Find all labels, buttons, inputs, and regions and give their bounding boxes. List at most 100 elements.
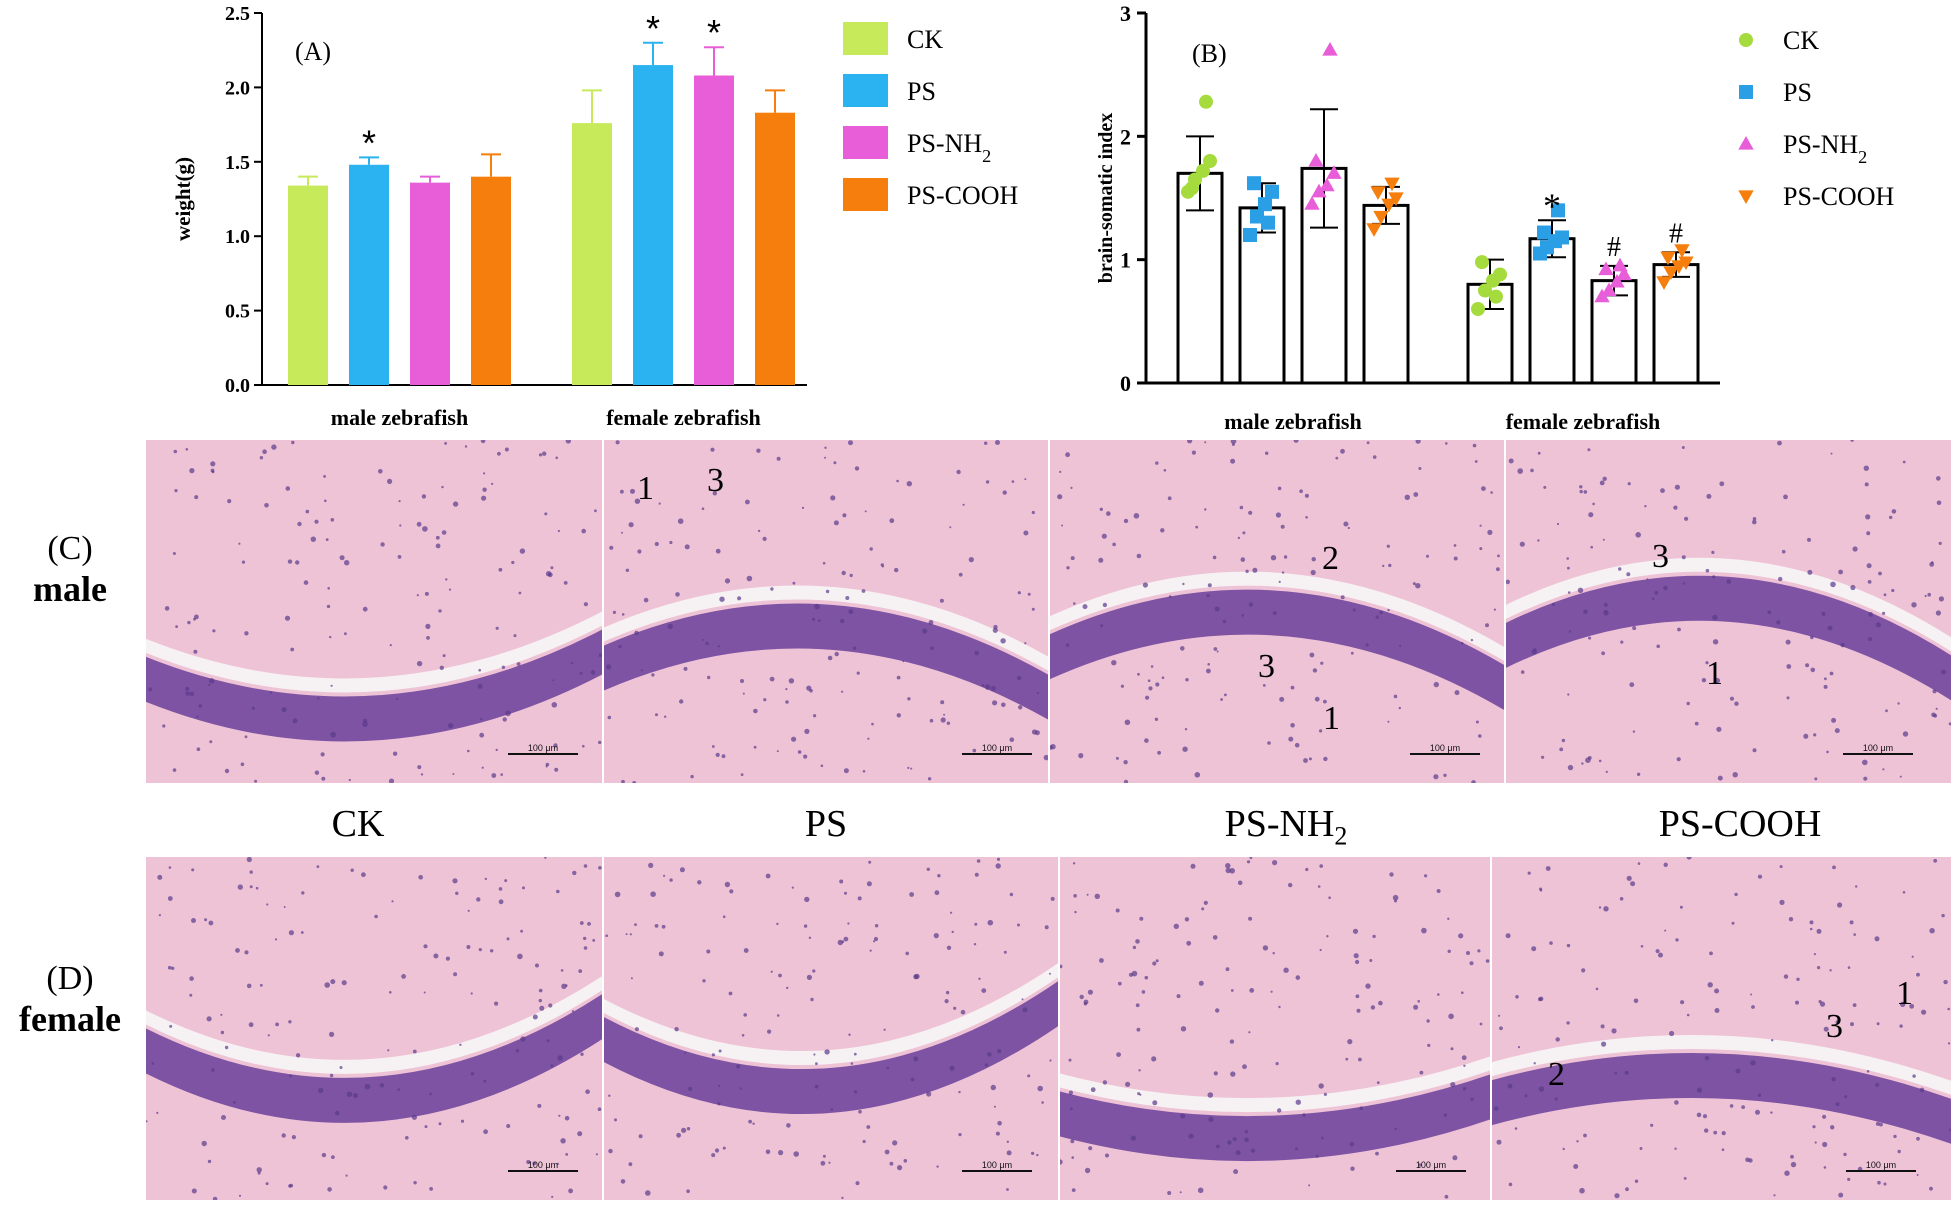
cell-nucleus [973,943,977,946]
cell-nucleus [379,1083,385,1088]
cell-nucleus [1750,1060,1756,1066]
cell-nucleus [1712,639,1719,645]
cell-nucleus [889,518,895,524]
cell-nucleus [1826,750,1829,754]
cell-nucleus [1786,664,1792,669]
cell-nucleus [535,963,539,968]
cell-nucleus [874,924,879,928]
cell-nucleus [1022,1007,1028,1013]
cell-nucleus [317,697,320,700]
cell-nucleus [1184,917,1190,922]
cell-nucleus [1882,611,1886,615]
cell-nucleus [997,1120,1002,1126]
cell-nucleus [1101,533,1107,539]
cell-nucleus [634,1027,639,1032]
cell-nucleus [1734,701,1739,706]
histology-image [1050,440,1504,783]
cell-nucleus [346,1091,353,1097]
cell-nucleus [1204,441,1207,444]
cell-nucleus [1094,893,1100,899]
cell-nucleus [1131,970,1138,977]
cell-nucleus [1683,1177,1687,1180]
cell-nucleus [1461,991,1464,994]
cell-nucleus [1073,602,1076,605]
cell-nucleus [976,859,981,863]
cell-nucleus [1207,583,1212,588]
micrograph-female-ps [604,857,1058,1200]
cell-nucleus [1031,729,1038,735]
cell-nucleus [1167,496,1172,501]
cell-nucleus [238,542,241,545]
cell-nucleus [1433,774,1439,780]
cell-nucleus [1222,619,1227,624]
cell-nucleus [776,456,781,461]
cell-nucleus [389,644,392,647]
cell-nucleus [1355,959,1360,965]
cell-nucleus [1707,982,1713,988]
cell-nucleus [1817,966,1821,970]
cell-nucleus [330,731,336,738]
cell-nucleus [1230,1071,1236,1077]
cell-nucleus [502,717,507,722]
cell-nucleus [1319,948,1322,952]
cell-nucleus [1933,858,1938,863]
cell-nucleus [981,684,985,687]
cell-nucleus [1943,979,1948,985]
cell-nucleus [993,624,998,630]
cell-nucleus [467,749,470,753]
cell-nucleus [930,646,935,651]
cell-nucleus [498,567,503,572]
cell-nucleus [1555,1037,1560,1042]
cell-nucleus [868,860,872,864]
cell-nucleus [1299,489,1303,493]
cell-nucleus [254,779,258,783]
cell-nucleus [1714,988,1720,994]
cell-nucleus [1899,1024,1903,1028]
cell-nucleus [1866,1070,1870,1073]
cell-nucleus [1155,461,1159,465]
cell-nucleus [1365,983,1371,989]
cell-nucleus [824,456,827,459]
cell-nucleus [1031,607,1035,611]
cell-nucleus [1246,860,1251,864]
cell-nucleus [1326,935,1329,938]
cell-nucleus [1241,614,1244,617]
cell-nucleus [1233,1169,1239,1175]
row-d-letter: (D) [46,960,94,997]
cell-nucleus [839,879,844,884]
cell-nucleus [820,764,824,768]
cell-nucleus [1463,1064,1466,1067]
y-tick-label: 1.5 [225,152,250,174]
cell-nucleus [494,1001,499,1006]
cell-nucleus [1566,557,1569,560]
cell-nucleus [791,736,797,742]
cell-nucleus [1485,959,1490,963]
cell-nucleus [686,1127,691,1131]
cell-nucleus [470,1071,475,1076]
cell-nucleus [169,1024,173,1028]
cell-nucleus [1751,1005,1755,1009]
cell-nucleus [717,1102,721,1106]
cell-nucleus [1179,1191,1182,1194]
cell-nucleus [565,1153,569,1156]
cell-nucleus [1216,1144,1220,1149]
cell-nucleus [721,754,726,759]
cell-nucleus [598,740,602,745]
cell-nucleus [1803,733,1809,739]
cell-nucleus [1319,729,1323,733]
cell-nucleus [658,951,664,957]
cell-nucleus [1372,455,1377,459]
cell-nucleus [1844,1095,1848,1099]
cell-nucleus [1248,916,1253,921]
cell-nucleus [1936,476,1941,481]
cell-nucleus [1875,622,1881,628]
cell-nucleus [418,875,424,880]
cell-nucleus [1704,1055,1710,1061]
cell-nucleus [291,440,295,445]
cell-nucleus [987,919,994,926]
cell-nucleus [1847,966,1851,969]
cell-nucleus [1902,460,1906,464]
cell-nucleus [1813,953,1816,956]
cell-nucleus [274,938,278,941]
cell-nucleus [1244,1137,1249,1143]
